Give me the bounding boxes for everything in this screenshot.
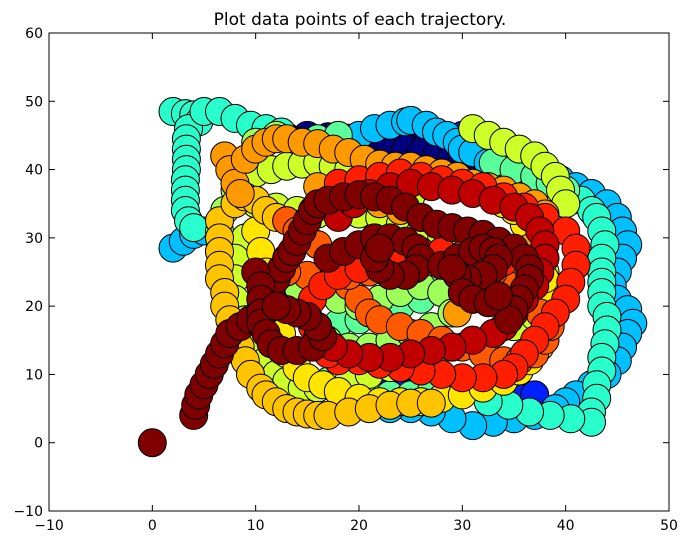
y-tick-label: 20: [25, 299, 43, 315]
y-tick-label: 10: [25, 367, 43, 383]
chart-title: Plot data points of each trajectory.: [214, 10, 507, 30]
y-tick-label: −10: [13, 504, 43, 520]
data-point: [484, 281, 513, 311]
x-tick-label: 50: [660, 518, 678, 534]
x-tick-label: 40: [557, 518, 575, 534]
y-tick-label: 30: [25, 231, 43, 247]
data-point: [416, 388, 446, 418]
x-tick-label: 0: [148, 518, 157, 534]
y-tick-label: 0: [34, 436, 43, 452]
data-point: [261, 291, 291, 321]
y-axis: −10 0 10 20 30 40 50 60: [13, 26, 669, 520]
x-tick-label: −10: [34, 518, 64, 534]
data-point: [225, 179, 255, 208]
trajectory-13: [137, 180, 544, 458]
data-point: [137, 428, 167, 458]
x-tick-label: 10: [247, 518, 265, 534]
x-tick-label: 20: [350, 518, 368, 534]
plot-area-frame: [48, 32, 670, 512]
y-tick-label: 50: [25, 94, 43, 110]
x-axis: −10 0 10 20 30 40 50: [34, 33, 678, 534]
data-points: [137, 97, 648, 458]
data-point: [179, 213, 209, 243]
data-point: [365, 233, 395, 263]
y-tick-label: 60: [25, 26, 43, 42]
y-tick-label: 40: [25, 163, 43, 179]
x-tick-label: 30: [453, 518, 471, 534]
